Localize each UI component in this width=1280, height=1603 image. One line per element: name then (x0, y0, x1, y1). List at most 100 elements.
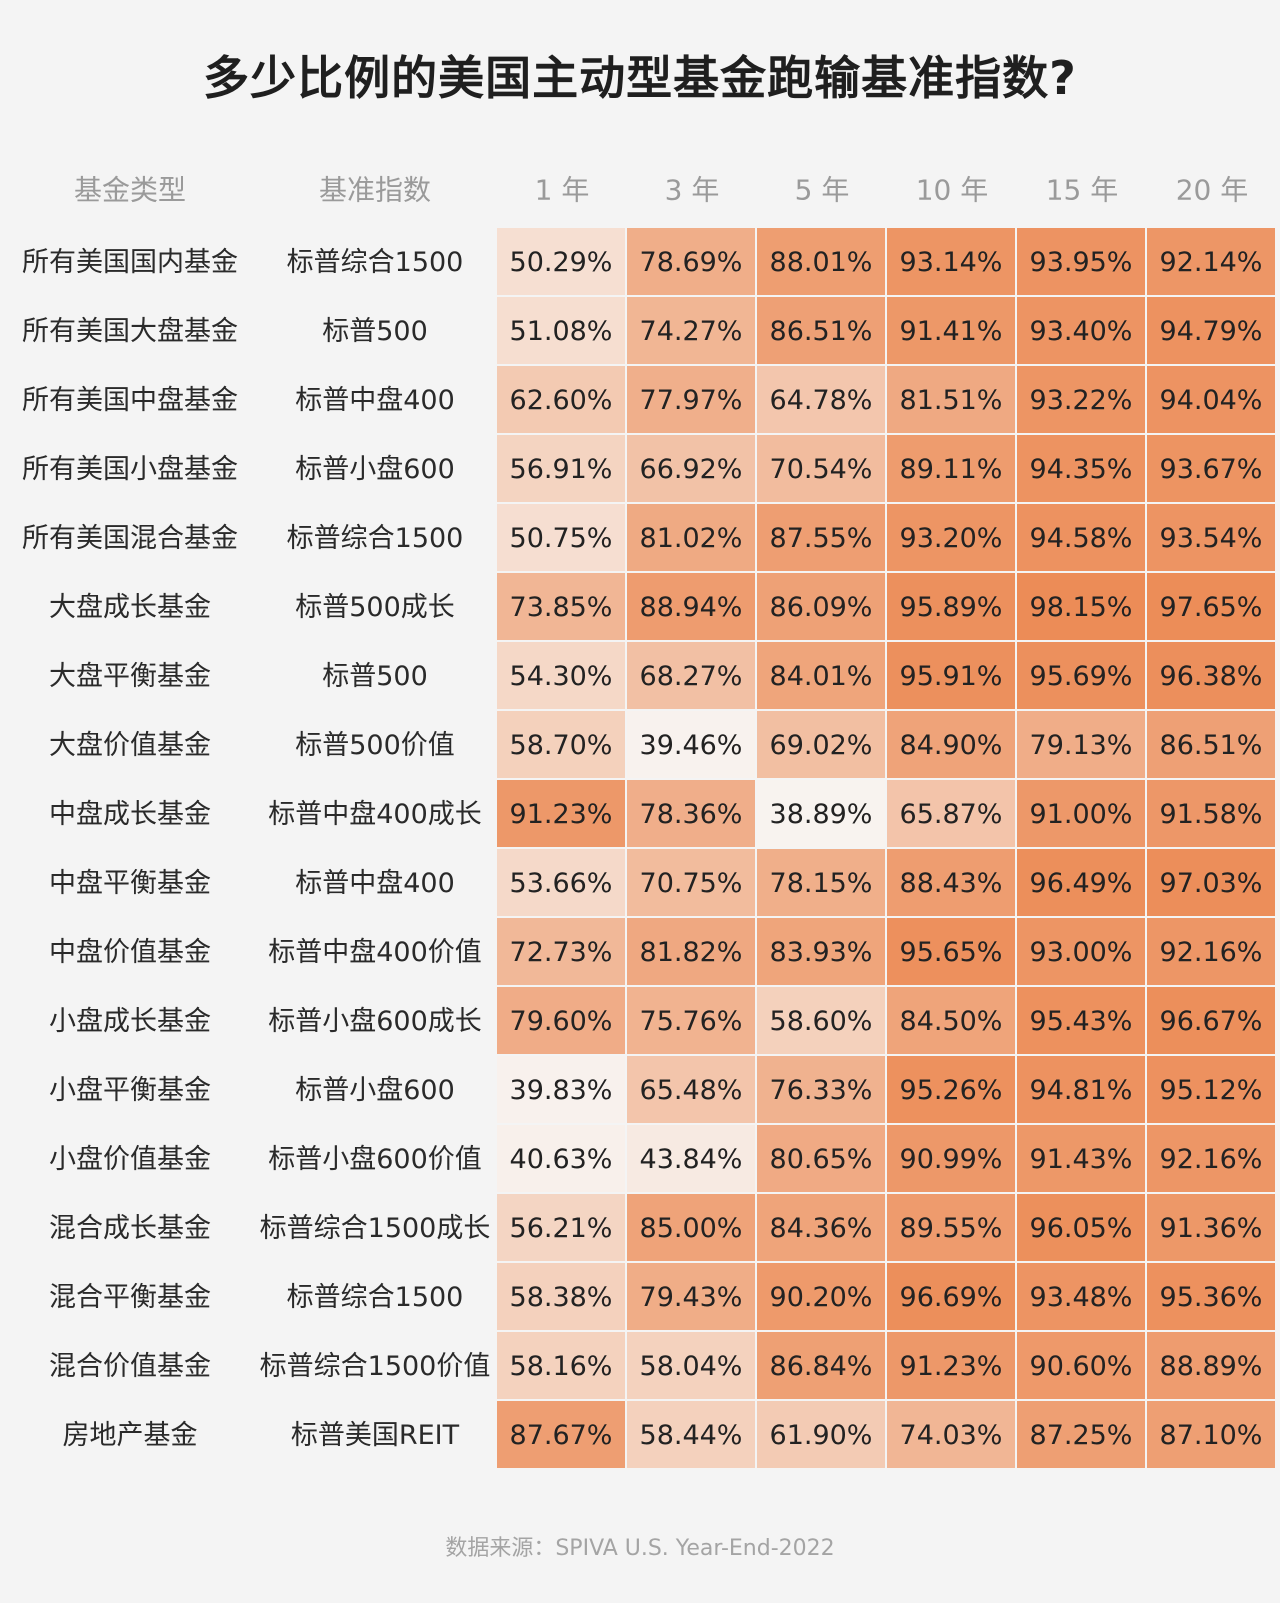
row-label-benchmark: 标普中盘400价值 (268, 937, 482, 968)
heatmap-cell (1147, 1194, 1275, 1261)
row-label-fund: 混合成长基金 (49, 1213, 211, 1244)
heatmap-cell (887, 987, 1015, 1054)
heatmap-cell (757, 780, 885, 847)
heatmap-cell (757, 1056, 885, 1123)
cell-value-label: 94.35% (1030, 454, 1133, 485)
cell-value-label: 56.91% (510, 454, 613, 485)
heatmap-cell (627, 1263, 755, 1330)
heatmap-cell (757, 366, 885, 433)
cell-value-label: 74.27% (640, 316, 743, 347)
cell-value-label: 84.01% (770, 661, 873, 692)
column-header-benchmark: 基准指数 (319, 174, 431, 207)
heatmap-cell (627, 297, 755, 364)
heatmap-cell (757, 228, 885, 295)
cell-value-label: 80.65% (770, 1144, 873, 1175)
heatmap-cell (497, 573, 625, 640)
cell-value-label: 98.15% (1030, 592, 1133, 623)
row-label-benchmark: 标普500价值 (295, 730, 455, 761)
heatmap-cell (887, 573, 1015, 640)
cell-value-label: 93.14% (900, 247, 1003, 278)
cell-value-label: 91.58% (1160, 799, 1263, 830)
heatmap-cell (1017, 366, 1145, 433)
cell-value-label: 81.51% (900, 385, 1003, 416)
heatmap-cell (1017, 435, 1145, 502)
cell-value-label: 95.12% (1160, 1075, 1263, 1106)
heatmap-cell (497, 366, 625, 433)
cell-value-label: 75.76% (640, 1006, 743, 1037)
cell-value-label: 97.65% (1160, 592, 1263, 623)
cell-value-label: 96.69% (900, 1282, 1003, 1313)
cell-value-label: 78.15% (770, 868, 873, 899)
heatmap-cell (757, 1263, 885, 1330)
cell-value-label: 58.44% (640, 1420, 743, 1451)
cell-value-label: 72.73% (510, 937, 613, 968)
cell-value-label: 79.13% (1030, 730, 1133, 761)
column-header-period: 5 年 (795, 174, 850, 207)
heatmap-cell (497, 297, 625, 364)
cell-value-label: 91.00% (1030, 799, 1133, 830)
cell-value-label: 89.11% (900, 454, 1003, 485)
row-label-fund: 大盘价值基金 (49, 730, 211, 761)
cell-value-label: 58.04% (640, 1351, 743, 1382)
heatmap-cell (1147, 366, 1275, 433)
row-label-benchmark: 标普500成长 (295, 592, 455, 623)
column-header-period: 10 年 (916, 174, 989, 207)
cell-value-label: 95.43% (1030, 1006, 1133, 1037)
heatmap-cell (1017, 1332, 1145, 1399)
column-header-period: 3 年 (665, 174, 720, 207)
cell-value-label: 84.90% (900, 730, 1003, 761)
cell-value-label: 83.93% (770, 937, 873, 968)
cell-value-label: 50.29% (510, 247, 613, 278)
cell-value-label: 95.36% (1160, 1282, 1263, 1313)
row-label-fund: 所有美国国内基金 (22, 247, 238, 278)
cell-value-label: 92.14% (1160, 247, 1263, 278)
row-label-benchmark: 标普中盘400成长 (268, 799, 482, 830)
heatmap-cell (887, 1401, 1015, 1468)
row-label-fund: 小盘成长基金 (49, 1006, 211, 1037)
cell-value-label: 54.30% (510, 661, 613, 692)
heatmap-cell (497, 1056, 625, 1123)
heatmap-cell (497, 711, 625, 778)
heatmap-cell (627, 918, 755, 985)
cell-value-label: 88.94% (640, 592, 743, 623)
heatmap-cell (497, 1401, 625, 1468)
cell-value-label: 93.22% (1030, 385, 1133, 416)
heatmap-cell (887, 1056, 1015, 1123)
cell-value-label: 90.20% (770, 1282, 873, 1313)
cell-value-label: 96.05% (1030, 1213, 1133, 1244)
row-label-benchmark: 标普美国REIT (291, 1420, 460, 1451)
heatmap-cell (627, 987, 755, 1054)
cell-value-label: 74.03% (900, 1420, 1003, 1451)
row-label-fund: 所有美国小盘基金 (22, 454, 238, 485)
cell-value-label: 92.16% (1160, 1144, 1263, 1175)
heatmap-cell (757, 573, 885, 640)
row-label-fund: 所有美国大盘基金 (22, 316, 238, 347)
cell-value-label: 86.09% (770, 592, 873, 623)
cell-value-label: 77.97% (640, 385, 743, 416)
heatmap-cell (1017, 987, 1145, 1054)
cell-value-label: 87.10% (1160, 1420, 1263, 1451)
heatmap-cell (1147, 918, 1275, 985)
row-label-fund: 所有美国中盘基金 (22, 385, 238, 416)
cell-value-label: 88.01% (770, 247, 873, 278)
heatmap-cell (757, 987, 885, 1054)
heatmap-cell (1017, 228, 1145, 295)
heatmap-cell (757, 297, 885, 364)
cell-value-label: 90.60% (1030, 1351, 1133, 1382)
cell-value-label: 91.41% (900, 316, 1003, 347)
chart-title: 多少比例的美国主动型基金跑输基准指数? (203, 51, 1077, 105)
heatmap-cell (757, 1332, 885, 1399)
heatmap-cell (627, 780, 755, 847)
cell-value-label: 65.48% (640, 1075, 743, 1106)
heatmap-cell (1017, 1125, 1145, 1192)
heatmap-cell (497, 504, 625, 571)
cell-value-label: 96.49% (1030, 868, 1133, 899)
heatmap-cell (1147, 1401, 1275, 1468)
heatmap-cell (497, 1332, 625, 1399)
cell-value-label: 93.54% (1160, 523, 1263, 554)
cell-value-label: 95.89% (900, 592, 1003, 623)
cell-value-label: 58.70% (510, 730, 613, 761)
heatmap-cell (1147, 849, 1275, 916)
row-label-fund: 中盘成长基金 (49, 799, 211, 830)
